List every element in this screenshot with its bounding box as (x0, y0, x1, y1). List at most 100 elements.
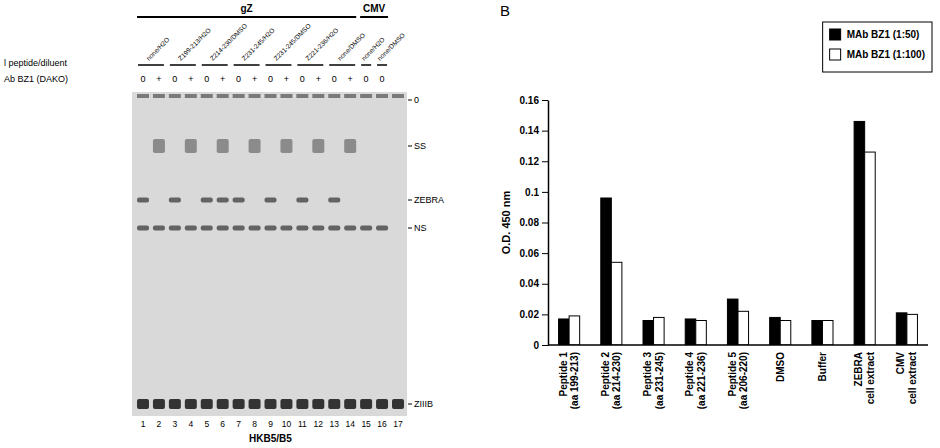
condition-label: Z221-236/H2O (304, 26, 339, 61)
lane-number: 16 (377, 419, 387, 429)
y-tick-mark (542, 253, 548, 254)
x-tick-label: DMSO (775, 352, 786, 382)
band (249, 226, 261, 231)
condition-label: none/H2O (145, 36, 171, 62)
band (328, 198, 340, 203)
bar (812, 321, 823, 346)
lane-number: 6 (220, 419, 225, 429)
antibody-label: + (252, 74, 257, 84)
y-tick-mark (542, 161, 548, 162)
band (265, 226, 277, 231)
band (185, 226, 197, 231)
lane-number: 2 (157, 419, 162, 429)
lane-number: 7 (236, 419, 241, 429)
bar (896, 313, 907, 345)
lane-number: 3 (173, 419, 178, 429)
bar (559, 319, 570, 345)
band (169, 198, 181, 203)
y-tick-mark (542, 131, 548, 132)
bar (685, 319, 696, 345)
bars (559, 121, 918, 345)
y-tick-label: 0.12 (520, 156, 540, 167)
group-bar (137, 16, 356, 18)
band (344, 399, 356, 409)
antibody-label: 0 (380, 74, 385, 84)
y-tick: 0 (533, 340, 548, 351)
x-tick-label: Peptide 3(aa 231-245) (642, 352, 665, 410)
condition-bar (329, 64, 355, 66)
lane-number: 5 (204, 419, 209, 429)
band (201, 399, 213, 409)
band (217, 139, 229, 153)
lane-number: 9 (268, 419, 273, 429)
y-tick-mark (542, 284, 548, 285)
x-tick-label: ZEBRAcell extract (853, 351, 876, 404)
well (185, 94, 197, 98)
lane-number: 4 (188, 419, 193, 429)
band (249, 399, 261, 409)
lane-number: 11 (298, 419, 307, 429)
marker-label: ZEBRA (414, 195, 444, 205)
band (344, 139, 356, 153)
bar (569, 316, 580, 345)
band (217, 226, 229, 231)
marker-tick (408, 404, 412, 405)
antibody-label: 0 (300, 74, 305, 84)
well (392, 94, 404, 98)
group-label: gZ (240, 3, 252, 14)
x-tick-label: Peptide 2(aa 214-230) (600, 352, 623, 410)
group-bar (360, 16, 388, 18)
bar (854, 121, 865, 345)
lane-number: 13 (330, 419, 340, 429)
band (137, 399, 149, 409)
bar (696, 321, 707, 346)
band (328, 226, 340, 231)
x-tick-label: Peptide 1(aa 199-213) (558, 352, 581, 410)
y-tick-label: 0.04 (520, 278, 540, 289)
condition-bar (297, 64, 323, 66)
antibody-label: 0 (268, 74, 273, 84)
y-tick-label: 0.14 (520, 125, 540, 136)
bar (727, 299, 738, 345)
band (280, 399, 292, 409)
band (233, 399, 245, 409)
lane-number: 17 (393, 419, 403, 429)
y-tick-label: 0 (533, 340, 539, 351)
condition-label: none/DMSO (376, 31, 406, 61)
band (312, 139, 324, 153)
lane-number: 15 (361, 419, 371, 429)
y-tick: 0.16 (520, 95, 548, 106)
band (376, 226, 388, 231)
y-tick: 0.06 (520, 248, 548, 259)
band (328, 399, 340, 409)
band (376, 399, 388, 409)
x-axis (548, 345, 928, 346)
legend: MAb BZ1 (1:50)MAb BZ1 (1:100) (823, 22, 932, 72)
y-tick-mark (542, 345, 548, 346)
condition-bar (361, 64, 371, 66)
x-tick-label: Peptide 5(aa 206-220) (727, 352, 750, 410)
y-tick-mark (542, 314, 548, 315)
band (153, 226, 165, 231)
bar (601, 198, 612, 345)
bar (907, 314, 918, 345)
figure: 0SSZEBRANSZIIIBgZCMVnone/H2OZ199-213/H2O… (0, 0, 940, 448)
panel-a: 0SSZEBRANSZIIIBgZCMVnone/H2OZ199-213/H2O… (4, 3, 444, 444)
band (185, 399, 197, 409)
row-label: Ab BZ1 (DAKO) (4, 74, 68, 84)
antibody-label: 0 (364, 74, 369, 84)
group-label: CMV (363, 3, 386, 14)
well (280, 94, 292, 98)
band (137, 226, 149, 231)
y-tick: 0.04 (520, 278, 548, 289)
y-tick-label: 0.06 (520, 248, 540, 259)
gel-background (132, 92, 407, 416)
band (153, 139, 165, 153)
y-tick-label: 0.08 (520, 217, 540, 228)
bar (770, 317, 781, 345)
band (233, 198, 245, 203)
y-tick-label: 0.1 (525, 187, 539, 198)
marker-tick (408, 228, 412, 229)
band (137, 198, 149, 203)
legend-label: MAb BZ1 (1:100) (847, 49, 925, 60)
